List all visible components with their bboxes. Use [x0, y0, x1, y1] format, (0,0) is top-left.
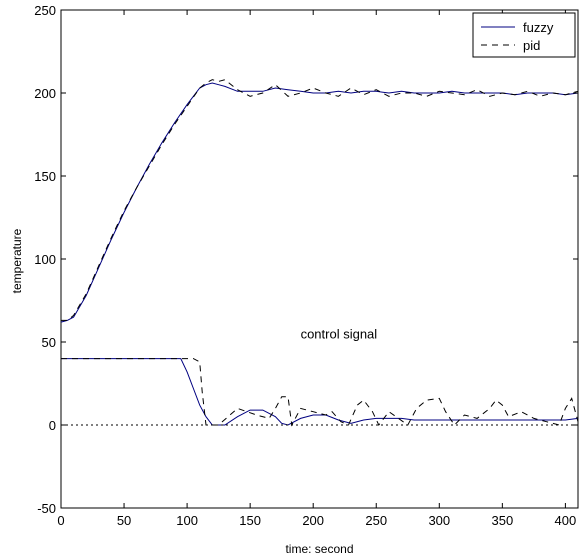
legend: fuzzy pid [472, 12, 576, 58]
legend-label: fuzzy [523, 20, 554, 35]
x-tick-label: 50 [117, 513, 131, 528]
y-axis-label: temperature [10, 228, 24, 293]
y-tick-label: 0 [49, 418, 56, 433]
x-tick-label: 350 [491, 513, 513, 528]
x-tick-label: 0 [57, 513, 64, 528]
legend-label: pid [523, 38, 540, 53]
y-tick-label: 50 [42, 335, 56, 350]
legend-box [472, 12, 576, 58]
series-line-3 [61, 358, 579, 427]
y-tick-label: -50 [37, 501, 56, 516]
y-tick-label: 200 [34, 86, 56, 101]
x-axis-label: time: second [285, 542, 353, 556]
y-tick-label: 150 [34, 169, 56, 184]
x-tick-label: 150 [239, 513, 261, 528]
x-tick-label: 100 [176, 513, 198, 528]
annotation-label: control signal [301, 327, 378, 342]
x-tick-label: 250 [365, 513, 387, 528]
annotations: control signal [301, 327, 378, 342]
x-tick-label: 300 [428, 513, 450, 528]
x-tick-label: 400 [555, 513, 577, 528]
x-tick-label: 200 [302, 513, 324, 528]
y-tick-label: 100 [34, 252, 56, 267]
series-line-1 [61, 79, 579, 321]
ticks-layer: 0 50 100 150 200 250 300 350 400-500501001502002… [34, 3, 578, 528]
y-tick-label: 250 [34, 3, 56, 18]
series-layer [60, 79, 579, 427]
plot-area [60, 9, 579, 509]
